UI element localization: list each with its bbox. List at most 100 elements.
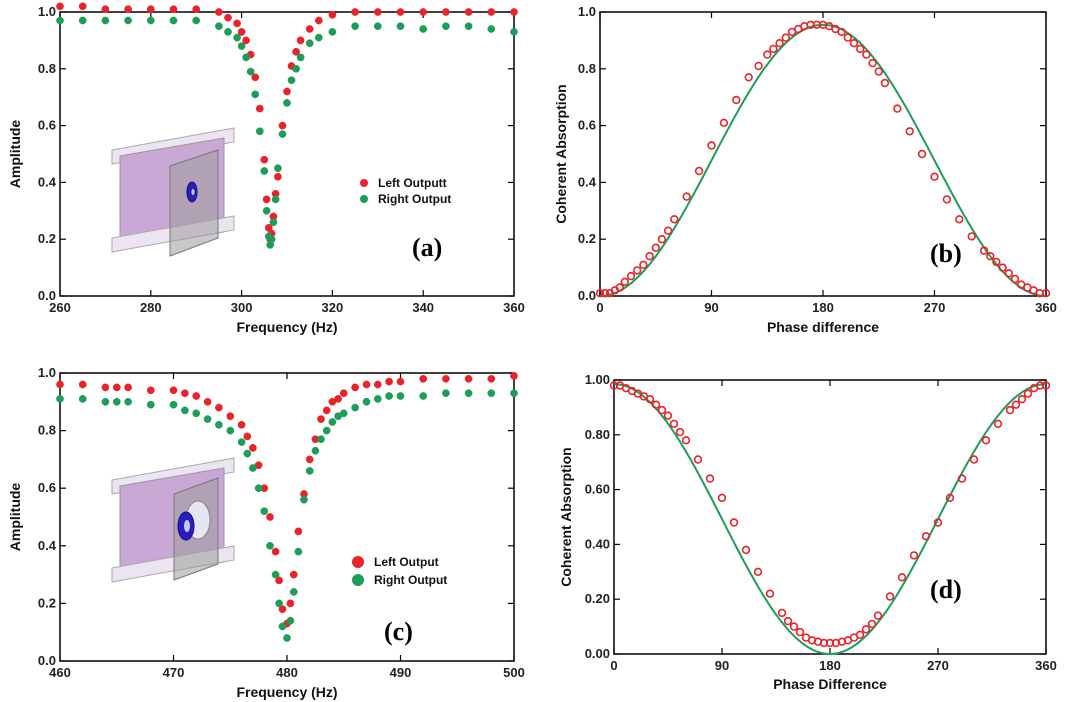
point-c-s0-29	[322, 406, 331, 415]
point-a-s0-9	[233, 19, 241, 28]
point-c-s0-8	[192, 392, 201, 400]
point-c-s1-15	[254, 484, 263, 493]
point-c-s0-40	[464, 374, 473, 383]
panel-label-c: (c)	[384, 617, 413, 646]
point-b-s0-34	[843, 33, 852, 42]
point-c-s0-1	[78, 380, 87, 389]
point-a-s1-20	[269, 218, 278, 227]
x-tick-label-b-1: 90	[704, 300, 718, 315]
x-axis-a: 260 280 300 320 340 360	[49, 12, 525, 315]
legend-marker-c-1	[352, 574, 364, 586]
theory-curve-b	[599, 23, 1047, 297]
point-b-s0-8	[639, 260, 648, 269]
y-tick-label-a-1: 0.2	[38, 231, 56, 246]
point-a-s0-15	[260, 155, 269, 164]
y-tick-label-a-0: 0.0	[38, 288, 56, 303]
legend-marker-c-0	[352, 556, 364, 568]
point-c-s1-10	[215, 420, 223, 429]
point-c-s1-37	[396, 392, 405, 400]
point-b-s0-12	[663, 226, 673, 235]
point-c-s1-13	[243, 449, 252, 458]
point-a-s1-24	[283, 99, 291, 107]
point-c-s1-4	[124, 397, 132, 406]
y-tick-label-d-1: 0.20	[585, 591, 610, 606]
legend-c: Left Output Right Output	[352, 555, 447, 587]
point-a-s1-15	[260, 167, 269, 175]
x-tick-label-c-1: 470	[163, 665, 185, 680]
legend-label-a-0: Left Outputt	[378, 176, 447, 190]
point-a-s1-19	[267, 235, 276, 244]
point-c-s0-42	[510, 372, 518, 380]
point-d-s0-34	[861, 625, 871, 634]
point-c-s0-14	[249, 444, 257, 452]
y-axis-title-b: Coherent Absorption	[553, 84, 569, 223]
point-a-s0-8	[224, 13, 232, 22]
point-b-s0-21	[763, 50, 772, 59]
y-tick-label-c-5: 1.0	[38, 365, 56, 380]
point-b-s0-17	[719, 118, 729, 128]
point-a-s0-7	[215, 8, 223, 16]
point-c-s0-23	[289, 570, 298, 579]
point-a-s0-13	[251, 73, 260, 82]
point-b-s0-44	[930, 172, 939, 181]
point-a-s1-32	[373, 22, 382, 31]
y-tick-label-c-3: 0.6	[38, 480, 56, 495]
point-b-s0-16	[707, 141, 716, 150]
x-tick-label-c-2: 480	[276, 665, 298, 680]
panel-label-d: (d)	[930, 575, 962, 604]
point-c-s1-29	[322, 426, 331, 435]
point-c-s1-24	[294, 547, 303, 556]
point-c-s1-26	[305, 467, 314, 475]
point-d-s0-7	[651, 400, 661, 409]
x-tick-label-a-5: 360	[503, 300, 525, 315]
point-c-s0-20	[278, 605, 287, 614]
point-a-s1-35	[442, 22, 450, 31]
point-b-s0-53	[1010, 274, 1020, 284]
point-a-s1-27	[296, 53, 305, 62]
point-a-s1-23	[278, 130, 287, 138]
point-c-s0-12	[237, 420, 246, 429]
x-tick-label-b-0: 0	[596, 300, 603, 315]
point-a-s1-6	[192, 16, 201, 25]
point-b-s0-50	[992, 257, 1001, 267]
x-axis-title-a: Frequency (Hz)	[236, 319, 337, 335]
point-b-s0-49	[986, 252, 995, 261]
point-a-s1-25	[287, 76, 296, 85]
legend-label-c-0: Left Output	[374, 555, 439, 569]
point-a-s0-5	[169, 5, 178, 14]
point-b-s0-20	[754, 61, 763, 71]
point-c-s0-13	[243, 432, 252, 441]
point-c-s0-37	[396, 377, 405, 386]
point-c-s1-16	[260, 507, 269, 516]
x-tick-label-d-0: 0	[610, 658, 617, 673]
point-d-s0-11	[675, 427, 685, 437]
point-c-s0-32	[339, 389, 348, 398]
panel-label-b: (b)	[930, 239, 962, 268]
point-a-s1-12	[246, 67, 255, 76]
point-a-s1-0	[56, 16, 64, 25]
point-d-s0-46	[993, 419, 1003, 428]
point-b-s0-14	[682, 192, 691, 201]
y-tick-label-b-4: 0.8	[578, 61, 596, 76]
point-c-s1-21	[283, 634, 291, 642]
point-d-s0-18	[753, 567, 763, 576]
point-c-s0-33	[351, 383, 359, 392]
point-c-s0-0	[56, 380, 64, 389]
point-a-s1-2	[101, 16, 110, 25]
plot-frame-d	[613, 379, 1047, 655]
point-d-s0-43	[957, 474, 967, 483]
point-a-s0-29	[314, 16, 323, 25]
point-d-s0-48	[1011, 400, 1021, 409]
point-b-s0-18	[732, 95, 741, 105]
point-d-s0-17	[741, 545, 751, 555]
point-d-s0-45	[981, 436, 991, 445]
point-a-s1-37	[487, 25, 496, 33]
y-tick-label-c-0: 0.0	[38, 653, 56, 668]
x-axis-b: 0 90 180 270 360	[596, 12, 1057, 315]
y-axis-d: 0.00 0.20 0.40 0.60 0.80 1.00	[585, 372, 1046, 661]
y-tick-label-b-1: 0.2	[578, 231, 596, 246]
point-d-s0-12	[681, 436, 691, 445]
point-d-s0-36	[873, 611, 883, 620]
legend-marker-a-0	[360, 179, 368, 187]
point-c-s1-35	[373, 395, 382, 403]
